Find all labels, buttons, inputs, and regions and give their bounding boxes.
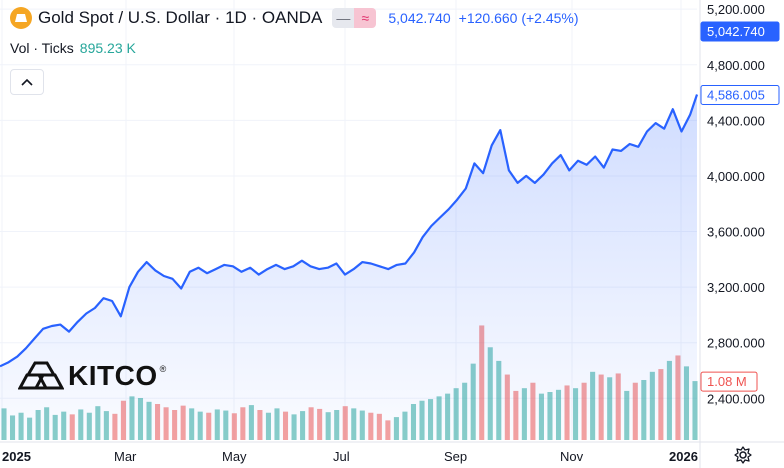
current-price-tag: 4,586.005 [700,85,780,106]
y-tick-label: 2,800.000 [707,336,765,351]
collapse-legend-button[interactable] [10,69,44,95]
x-tick-label: Sep [444,449,467,464]
svg-text:5,042.740: 5,042.740 [707,24,765,39]
gold-bar-icon[interactable] [10,7,32,29]
y-tick-label: 4,400.000 [707,113,765,128]
y-tick-label: 5,200.000 [707,2,765,17]
price-change: +120.660 (+2.45%) [458,10,579,26]
x-axis: 2025 Mar May Jul Sep Nov 2026 [0,441,784,464]
chart-header: Gold Spot / U.S. Dollar · 1D · OANDA — ≈… [10,6,579,30]
volume-label: Vol · Ticks [10,40,74,56]
symbol-title[interactable]: Gold Spot / U.S. Dollar · 1D · OANDA [38,8,323,27]
wave-icon[interactable]: ≈ [354,8,377,28]
last-price: 5,042.740 [388,10,451,26]
y-tick-label: 3,200.000 [707,280,765,295]
registered-mark: ® [159,364,167,374]
x-tick-label: Mar [114,449,137,464]
x-tick-label: 2025 [2,449,31,464]
indicator-toggle[interactable]: — ≈ [332,8,377,28]
logo-text: KITCO [68,360,158,391]
x-tick-label: 2026 [669,449,698,464]
y-tick-label: 2,400.000 [707,391,765,406]
y-tick-label: 3,600.000 [707,225,765,240]
volume-value: 895.23 K [79,40,136,56]
price-line [0,94,699,368]
x-tick-label: Jul [333,449,350,464]
y-tick-label: 4,000.000 [707,169,765,184]
y-axis: 5,200.000 4,800.000 4,400.000 4,000.000 3,60… [699,0,765,468]
kitco-logo: KITCO ® [18,360,166,392]
x-tick-label: Nov [560,449,584,464]
gold-bars-logo-icon [18,361,64,390]
volume-legend[interactable]: Vol · Ticks 895.23 K [10,40,136,56]
settings-gear-icon[interactable] [734,446,752,464]
last-price-tag: 5,042.740 [700,21,780,42]
minus-icon[interactable]: — [332,8,355,28]
svg-text:1.08 M: 1.08 M [707,374,747,389]
chevron-up-icon [21,78,33,86]
svg-text:4,586.005: 4,586.005 [707,88,765,103]
x-tick-label: May [222,449,247,464]
price-labels: 5,042.740 4,586.005 1.08 M [700,21,780,392]
price-area-fill [0,94,697,440]
y-tick-label: 4,800.000 [707,58,765,73]
volume-last-tag: 1.08 M [700,371,758,392]
